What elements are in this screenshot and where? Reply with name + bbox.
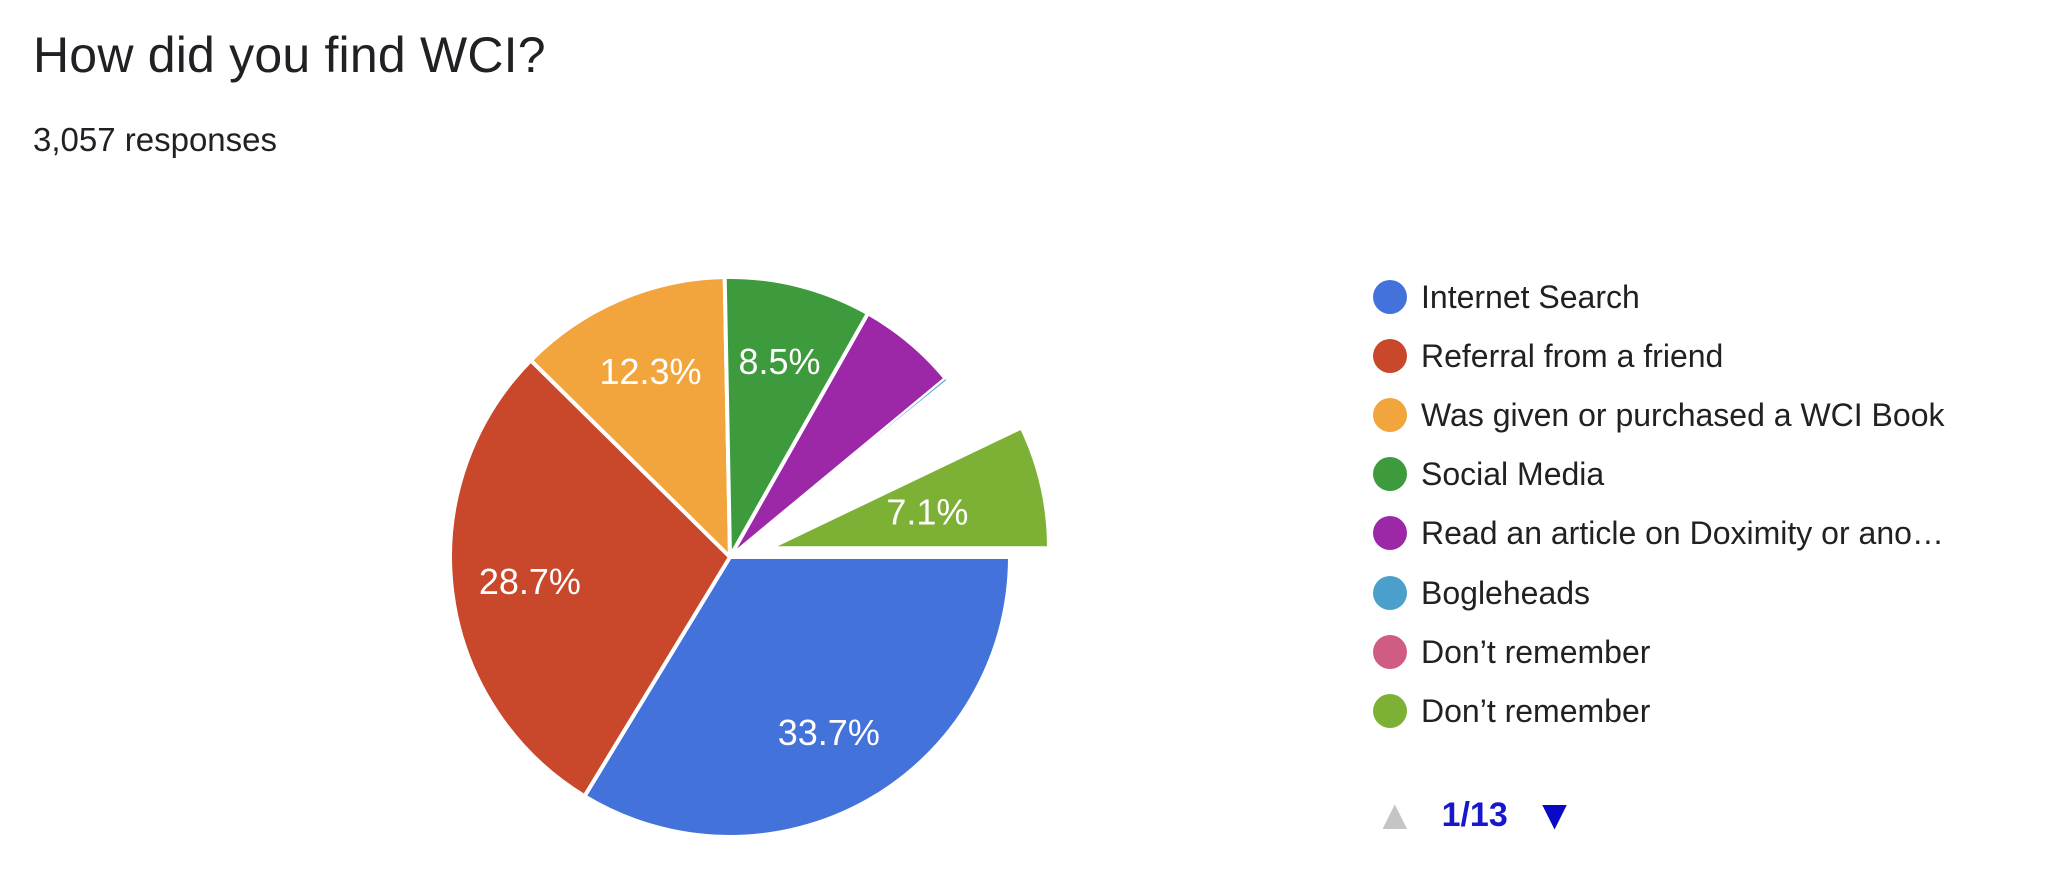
pie-slice-8[interactable] <box>767 425 1052 551</box>
legend-color-dot <box>1373 693 1407 728</box>
legend-item-label: Bogleheads <box>1421 574 1591 611</box>
pie-slice-1[interactable] <box>448 358 732 799</box>
pie-slice-percent-label-3: 8.5% <box>738 341 820 382</box>
legend-item-label: Internet Search <box>1421 278 1640 315</box>
pie-slice-6[interactable] <box>728 379 952 559</box>
legend-item-0: Internet Search <box>1373 267 2048 326</box>
legend-color-dot <box>1373 279 1407 314</box>
legend-pagination: ▲ 1/13 ▼ <box>1374 794 1575 836</box>
legend-item-label: Referral from a friend <box>1421 337 1724 374</box>
legend-color-dot <box>1373 575 1407 610</box>
legend-item-6: Don’t remember <box>1373 622 2048 681</box>
legend-color-dot <box>1373 338 1407 373</box>
legend-item-2: Was given or purchased a WCI Book <box>1373 385 2048 444</box>
legend-item-label: Don’t remember <box>1421 633 1651 670</box>
legend-item-1: Referral from a friend <box>1373 326 2048 385</box>
legend-item-5: Bogleheads <box>1373 563 2048 622</box>
pie-slice-2[interactable] <box>528 275 732 559</box>
pie-slice-percent-label-0: 33.7% <box>778 712 880 753</box>
legend-item-3: Social Media <box>1373 445 2048 504</box>
chart-legend: Internet Search Referral from a friend Was… <box>1373 267 2048 741</box>
responses-count: 3,057 responses <box>33 121 278 158</box>
legend-item-7: Don’t remember <box>1373 681 2048 740</box>
legend-color-dot <box>1373 634 1407 669</box>
legend-color-dot <box>1373 516 1407 551</box>
pie-chart: 33.7% 28.7% 12.3% 8.5% 7.1% <box>448 274 1052 839</box>
question-title: How did you find WCI? <box>33 27 546 83</box>
legend-item-label: Read an article on Doximity or ano… <box>1421 515 1944 552</box>
legend-item-4: Read an article on Doximity or ano… <box>1373 504 2048 563</box>
legend-color-dot <box>1373 397 1407 432</box>
pie-slice-percent-label-8: 7.1% <box>886 492 968 533</box>
legend-item-label: Don’t remember <box>1421 692 1651 729</box>
legend-item-label: Social Media <box>1421 456 1605 493</box>
legend-color-dot <box>1373 457 1407 492</box>
pie-slice-3[interactable] <box>722 274 870 559</box>
legend-page-indicator: 1/13 <box>1441 796 1508 834</box>
pie-slice-0[interactable] <box>582 555 1012 839</box>
pie-slice-percent-label-2: 12.3% <box>599 351 701 392</box>
legend-prev-page-button[interactable]: ▲ <box>1374 791 1416 838</box>
pie-slice-percent-label-1: 28.7% <box>479 561 581 602</box>
legend-next-page-button[interactable]: ▼ <box>1533 791 1576 838</box>
legend-item-label: Was given or purchased a WCI Book <box>1421 396 1945 433</box>
